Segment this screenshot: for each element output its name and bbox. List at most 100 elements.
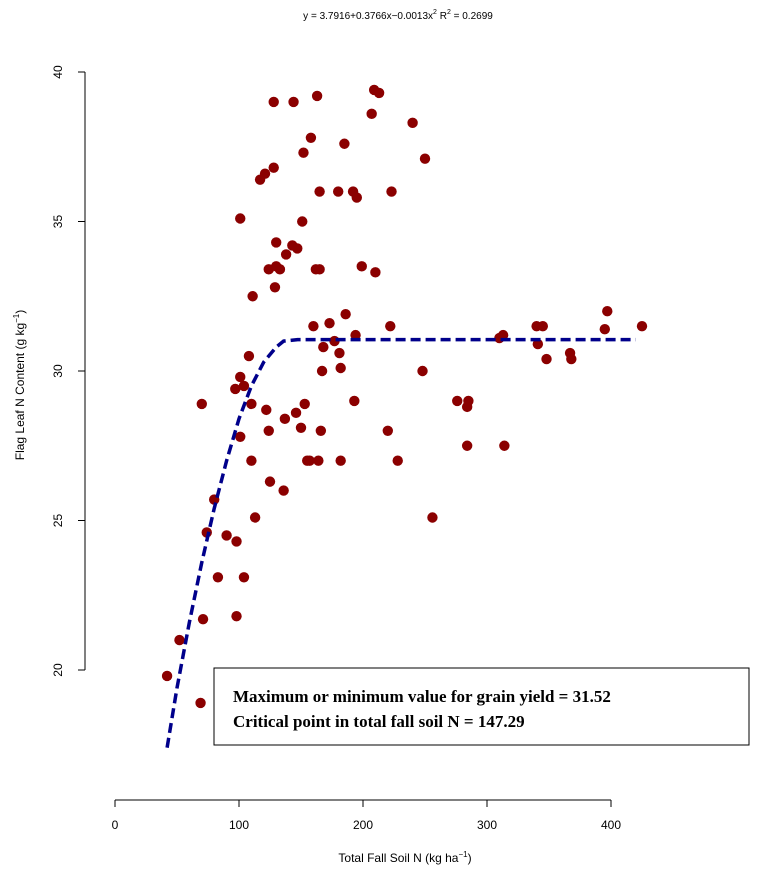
data-point (636, 320, 648, 332)
data-point (452, 395, 463, 407)
data-point (278, 485, 289, 496)
data-point (235, 371, 246, 383)
data-point (231, 610, 242, 622)
data-point (304, 455, 315, 466)
data-point (541, 353, 552, 365)
chart-title: y = 3.7916+0.3766x−0.0013x2 R2 = 0.2699 (303, 9, 493, 22)
data-point (230, 383, 241, 395)
data-point (335, 362, 346, 374)
data-point (295, 422, 307, 434)
data-point (311, 90, 323, 102)
y-tick-label: 35 (51, 215, 65, 229)
data-point (279, 413, 291, 425)
y-tick-label: 40 (51, 65, 65, 79)
data-point (335, 455, 346, 466)
data-point (373, 87, 385, 99)
fit-curve (165, 337, 636, 748)
data-point (271, 237, 282, 248)
data-point (602, 306, 613, 317)
x-tick-label: 200 (353, 818, 373, 832)
data-point (366, 108, 377, 120)
data-point (463, 395, 474, 407)
data-point (299, 398, 310, 410)
data-point (274, 264, 286, 275)
data-point (370, 267, 381, 278)
data-point (599, 323, 610, 335)
data-point (231, 536, 242, 547)
data-point (333, 186, 344, 197)
scatter-points (161, 84, 648, 709)
data-point (280, 249, 292, 260)
data-point (238, 572, 250, 583)
data-point (537, 320, 548, 332)
data-point (386, 186, 397, 197)
data-point (196, 398, 207, 410)
data-point (235, 431, 246, 442)
x-tick-label: 100 (229, 818, 249, 832)
y-tick-label: 20 (51, 663, 65, 677)
x-tick-label: 300 (477, 818, 497, 832)
data-point (427, 512, 438, 523)
data-point (249, 512, 261, 523)
data-point (259, 168, 271, 179)
data-point (263, 425, 274, 436)
data-point (290, 407, 302, 419)
data-point (349, 395, 360, 407)
data-point (385, 320, 396, 332)
data-point (221, 530, 232, 541)
annotation-line-2: Critical point in total fall soil N = 14… (233, 712, 525, 731)
data-point (269, 282, 281, 293)
data-point (268, 96, 279, 108)
data-point (308, 320, 319, 332)
data-point (339, 138, 350, 149)
y-tick-label: 30 (51, 364, 65, 378)
data-point (246, 398, 257, 410)
data-point (314, 186, 325, 197)
annotation-box: Maximum or minimum value for grain yield… (213, 667, 750, 746)
data-point (268, 162, 279, 173)
data-point (313, 455, 324, 466)
data-point (392, 455, 403, 466)
data-point (212, 572, 224, 583)
x-tick-label: 0 (112, 818, 119, 832)
data-point (161, 670, 173, 682)
y-axis: 20 25 30 35 40 (51, 65, 86, 677)
data-point (305, 132, 317, 143)
data-point (461, 440, 473, 451)
data-point (288, 96, 299, 108)
data-point (350, 329, 361, 341)
data-point (356, 261, 367, 272)
data-point (351, 192, 362, 203)
data-point (334, 347, 345, 359)
data-point (497, 329, 509, 341)
data-point (246, 455, 257, 466)
data-point (197, 613, 209, 625)
data-point (419, 153, 431, 164)
x-axis: 0 100 200 300 400 (112, 799, 621, 832)
data-point (417, 365, 428, 377)
data-point (382, 425, 393, 436)
x-axis-title: Total Fall Soil N (kg ha−1) (338, 850, 471, 865)
data-point (261, 404, 272, 416)
data-point (292, 243, 303, 254)
data-point (314, 264, 325, 275)
data-point (243, 350, 255, 362)
data-point (195, 697, 206, 709)
data-point (318, 341, 329, 353)
data-point (174, 634, 185, 646)
data-point (566, 353, 577, 365)
data-point (297, 216, 308, 227)
data-point (235, 213, 246, 224)
annotation-line-1: Maximum or minimum value for grain yield… (233, 687, 611, 706)
data-point (532, 338, 544, 350)
data-point (298, 147, 309, 158)
y-tick-label: 25 (51, 514, 65, 528)
data-point (264, 476, 276, 487)
data-point (324, 317, 335, 329)
data-point (238, 380, 250, 392)
data-point (499, 440, 510, 451)
data-point (407, 117, 418, 129)
data-point (316, 365, 328, 377)
data-point (315, 425, 327, 436)
